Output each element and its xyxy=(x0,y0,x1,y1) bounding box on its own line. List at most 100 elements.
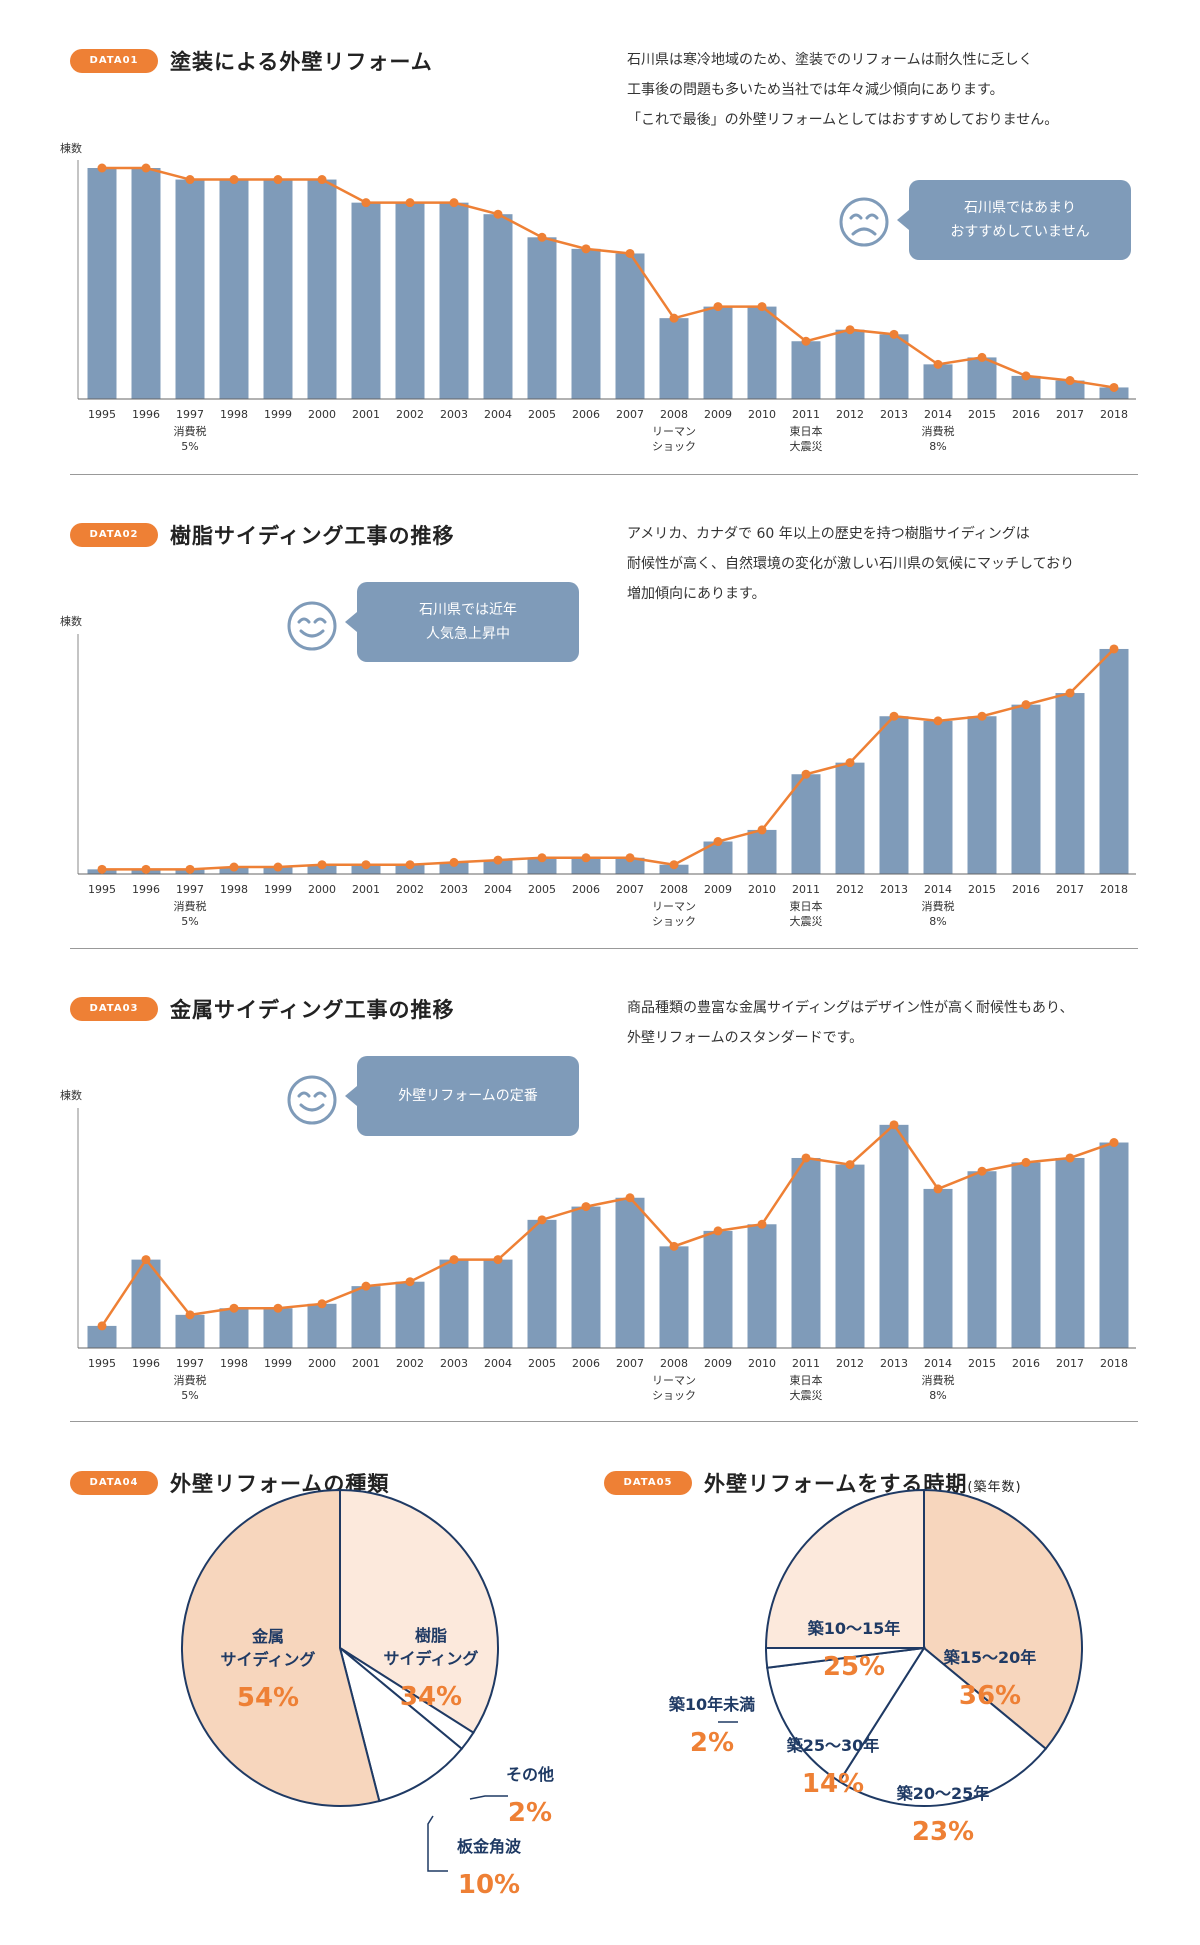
data-point xyxy=(581,1202,591,1212)
data-point xyxy=(1109,1138,1119,1148)
description-line: 商品種類の豊富な金属サイディングはデザイン性が高く耐候性もあり、 xyxy=(627,1000,1074,1016)
x-tick-label: 2014 xyxy=(924,1357,952,1370)
y-axis-label: 棟数 xyxy=(60,615,82,628)
section-data05: DATA05 外壁リフォームをする時期(築年数) 築15〜20年 36% 築20〜2… xyxy=(600,1424,1200,1924)
event-annotation: 消費税 xyxy=(174,899,207,913)
bar-line-chart: 1995 1996 1997 消費税 5% 1998 1999 2000 2001 2002 200… xyxy=(77,634,1136,928)
leader-line xyxy=(427,1815,448,1872)
pie-slice xyxy=(837,1646,1048,1807)
bar xyxy=(131,168,161,399)
data-point xyxy=(185,1310,195,1320)
bar xyxy=(791,774,821,874)
bar xyxy=(483,214,513,399)
slice-label: 築10〜15年 xyxy=(807,1619,901,1638)
data-point xyxy=(581,244,591,254)
data-point xyxy=(361,860,371,870)
section-description: 石川県は寒冷地域のため、塗装でのリフォームは耐久性に乏しく 工事後の問題も多いた… xyxy=(627,45,1058,135)
data-point xyxy=(845,325,855,335)
data-point xyxy=(801,1153,811,1163)
event-annotation: 8% xyxy=(929,915,946,928)
bar xyxy=(879,334,909,399)
x-tick-label: 2003 xyxy=(440,883,468,896)
x-tick-label: 1999 xyxy=(264,883,292,896)
pie-slice xyxy=(766,1646,926,1783)
slice-label: 樹脂 xyxy=(415,1626,447,1645)
sad-face-icon xyxy=(839,197,889,247)
x-tick-label: 2006 xyxy=(572,1357,600,1370)
x-tick-label: 1996 xyxy=(132,883,160,896)
x-tick-label: 2011 xyxy=(792,408,820,421)
bar xyxy=(615,253,645,399)
data-point xyxy=(493,209,503,219)
bar xyxy=(571,248,601,399)
x-tick-label: 1998 xyxy=(220,408,248,421)
data-point xyxy=(933,359,943,369)
section-data03: DATA03 金属サイディング工事の推移 商品種類の豊富な金属サイディングはデザ… xyxy=(0,948,1200,1424)
tag-badge: DATA03 xyxy=(70,997,158,1021)
section-title: 金属サイディング工事の推移 xyxy=(170,998,455,1022)
section-divider xyxy=(70,474,1138,475)
bar xyxy=(1099,387,1129,399)
y-axis-label: 棟数 xyxy=(60,1089,82,1102)
bar xyxy=(967,1171,997,1348)
x-tick-label: 1997 xyxy=(176,1357,204,1370)
callout-bubble: 石川県では近年 人気急上昇中 xyxy=(345,582,579,662)
x-tick-label: 1995 xyxy=(88,883,116,896)
bar xyxy=(263,179,293,399)
callout-text: 石川県では近年 xyxy=(419,602,517,618)
x-tick-label: 2006 xyxy=(572,883,600,896)
data-point xyxy=(361,198,371,208)
leader-line xyxy=(469,1795,508,1800)
bar xyxy=(967,357,997,399)
x-tick-label: 1997 xyxy=(176,883,204,896)
trend-line xyxy=(102,648,1115,871)
data-point xyxy=(713,1226,723,1236)
x-tick-label: 2001 xyxy=(352,883,380,896)
event-annotation: 消費税 xyxy=(922,899,955,913)
x-tick-label: 2005 xyxy=(528,883,556,896)
bar xyxy=(439,862,469,874)
data-point xyxy=(97,163,107,173)
trend-line xyxy=(100,1122,1115,1327)
bar xyxy=(351,202,381,399)
x-tick-label: 1998 xyxy=(220,883,248,896)
x-tick-label: 2004 xyxy=(484,408,512,421)
bar xyxy=(527,857,557,874)
section-data02: DATA02 樹脂サイディング工事の推移 アメリカ、カナダで 60 年以上の歴史… xyxy=(0,474,1200,948)
x-tick-label: 1996 xyxy=(132,408,160,421)
data-point xyxy=(713,302,723,312)
data-point xyxy=(977,352,987,362)
bar xyxy=(747,829,777,874)
x-tick-label: 2018 xyxy=(1100,408,1128,421)
section-title: 樹脂サイディング工事の推移 xyxy=(170,524,455,548)
bar xyxy=(87,168,117,399)
data-point xyxy=(757,1219,767,1229)
bar xyxy=(879,716,909,874)
x-tick-label: 2005 xyxy=(528,408,556,421)
data-point xyxy=(317,175,327,185)
description-line: 工事後の問題も多いため当社では年々減少傾向にあります。 xyxy=(627,82,1004,98)
x-tick-label: 2017 xyxy=(1056,883,1084,896)
bar xyxy=(747,1224,777,1348)
bar xyxy=(219,1308,249,1348)
section-divider xyxy=(70,948,1138,949)
callout-text: 外壁リフォームの定番 xyxy=(398,1088,538,1104)
data-point xyxy=(405,198,415,208)
event-annotation: 5% xyxy=(181,915,198,928)
x-tick-label: 2003 xyxy=(440,408,468,421)
pie-chart: 樹脂サイディング 34% その他 2% 板金角波 10% 金属サイディング 54% xyxy=(181,1488,554,1900)
data-point xyxy=(625,248,635,258)
data-point xyxy=(449,1255,459,1265)
event-annotation: ショック xyxy=(652,440,696,453)
description-line: 「これで最後」の外壁リフォームとしてはおすすめしておりません。 xyxy=(627,112,1059,128)
bar xyxy=(351,1286,381,1348)
event-annotation: 大震災 xyxy=(790,914,823,928)
data-point xyxy=(889,329,899,339)
pie-slice xyxy=(181,1488,381,1807)
trend-line xyxy=(102,166,1115,389)
x-tick-label: 2007 xyxy=(616,408,644,421)
event-annotation: リーマン xyxy=(652,425,696,438)
x-tick-label: 2017 xyxy=(1056,408,1084,421)
slice-value: 54% xyxy=(237,1683,299,1713)
bar-line-chart: 1995 1996 1997 消費税 5% 1998 1999 2000 2001 2002 200… xyxy=(77,1108,1136,1402)
